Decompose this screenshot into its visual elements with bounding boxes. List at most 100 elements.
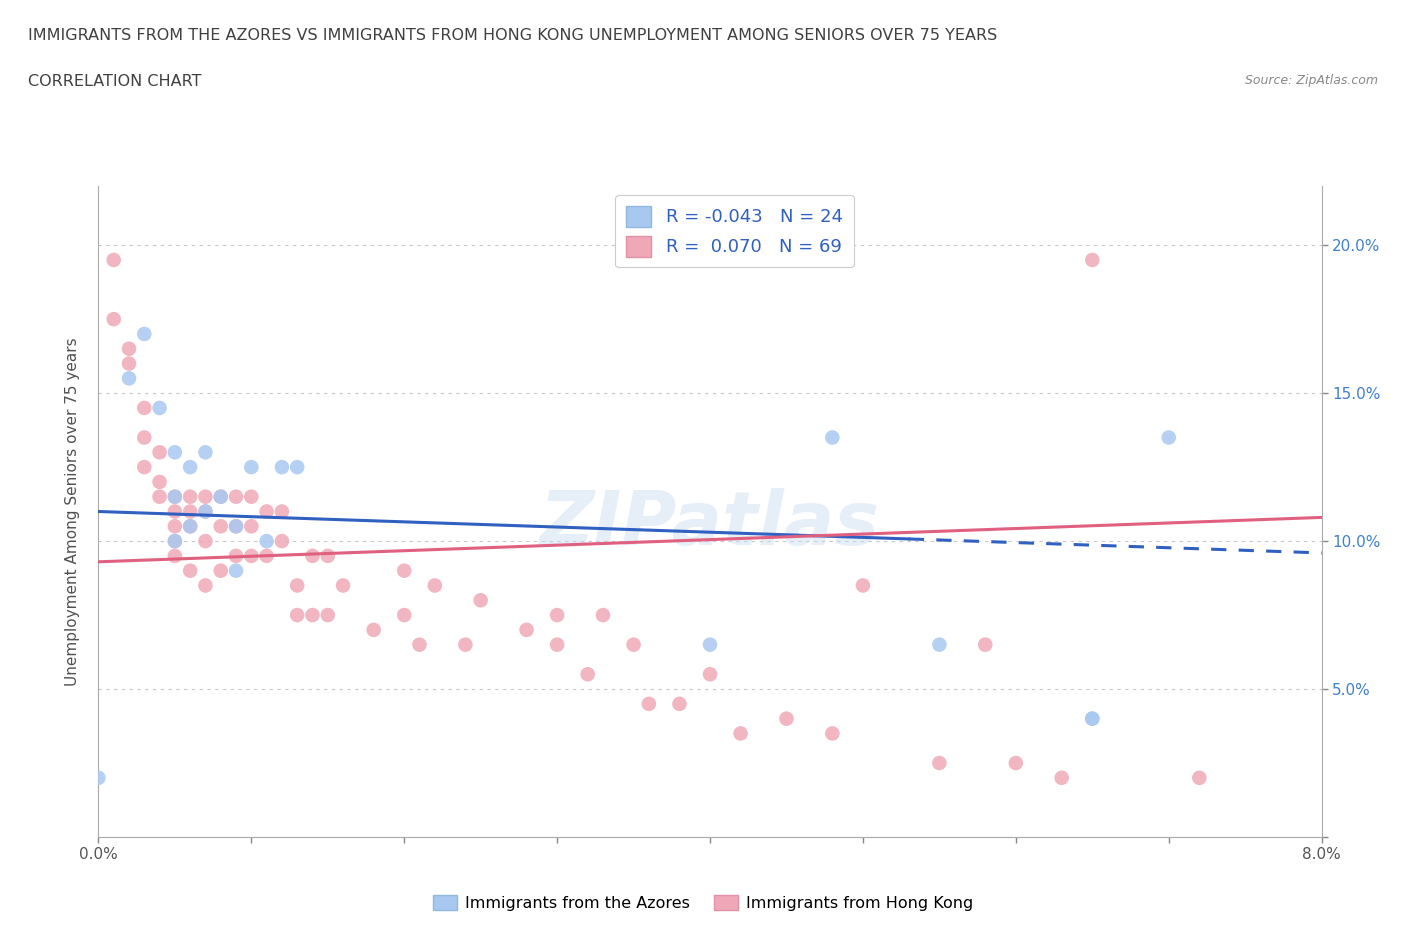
Text: CORRELATION CHART: CORRELATION CHART	[28, 74, 201, 89]
Point	[134, 430, 156, 445]
Point	[163, 489, 186, 504]
Point	[852, 578, 875, 593]
Point	[1050, 770, 1073, 785]
Point	[209, 519, 232, 534]
Point	[134, 459, 156, 474]
Point	[179, 489, 201, 504]
Point	[118, 341, 141, 356]
Point	[118, 356, 141, 371]
Point	[301, 607, 323, 622]
Point	[149, 489, 172, 504]
Point	[546, 637, 568, 652]
Point	[1081, 253, 1104, 268]
Point	[149, 445, 172, 459]
Point	[225, 519, 247, 534]
Point	[270, 504, 294, 519]
Point	[87, 770, 110, 785]
Point	[194, 489, 217, 504]
Point	[423, 578, 446, 593]
Point	[730, 726, 752, 741]
Point	[209, 564, 232, 578]
Point	[103, 312, 125, 326]
Point	[163, 489, 186, 504]
Point	[163, 504, 186, 519]
Point	[179, 504, 201, 519]
Point	[256, 549, 278, 564]
Point	[256, 534, 278, 549]
Point	[179, 519, 201, 534]
Point	[928, 755, 950, 770]
Point	[209, 489, 232, 504]
Point	[240, 489, 263, 504]
Point	[316, 549, 339, 564]
Point	[699, 637, 721, 652]
Point	[285, 459, 308, 474]
Point	[194, 534, 217, 549]
Point	[134, 401, 156, 416]
Point	[332, 578, 354, 593]
Point	[240, 459, 263, 474]
Text: IMMIGRANTS FROM THE AZORES VS IMMIGRANTS FROM HONG KONG UNEMPLOYMENT AMONG SENIO: IMMIGRANTS FROM THE AZORES VS IMMIGRANTS…	[28, 28, 997, 43]
Point	[301, 549, 323, 564]
Point	[179, 459, 201, 474]
Point	[163, 534, 186, 549]
Point	[240, 519, 263, 534]
Point	[821, 726, 844, 741]
Point	[194, 504, 217, 519]
Point	[179, 564, 201, 578]
Point	[928, 637, 950, 652]
Point	[194, 445, 217, 459]
Point	[454, 637, 477, 652]
Point	[225, 489, 247, 504]
Point	[623, 637, 645, 652]
Point	[149, 401, 172, 416]
Point	[225, 564, 247, 578]
Point	[149, 474, 172, 489]
Point	[392, 607, 416, 622]
Point	[163, 549, 186, 564]
Point	[256, 504, 278, 519]
Point	[516, 622, 538, 637]
Point	[316, 607, 339, 622]
Point	[699, 667, 721, 682]
Point	[546, 607, 568, 622]
Legend: Immigrants from the Azores, Immigrants from Hong Kong: Immigrants from the Azores, Immigrants f…	[426, 889, 980, 917]
Point	[240, 549, 263, 564]
Y-axis label: Unemployment Among Seniors over 75 years: Unemployment Among Seniors over 75 years	[65, 338, 80, 685]
Point	[163, 519, 186, 534]
Point	[363, 622, 385, 637]
Point	[194, 578, 217, 593]
Point	[270, 459, 294, 474]
Point	[134, 326, 156, 341]
Point	[285, 607, 308, 622]
Point	[408, 637, 430, 652]
Legend: R = -0.043   N = 24, R =  0.070   N = 69: R = -0.043 N = 24, R = 0.070 N = 69	[616, 195, 853, 268]
Point	[103, 253, 125, 268]
Point	[1081, 711, 1104, 726]
Text: Source: ZipAtlas.com: Source: ZipAtlas.com	[1244, 74, 1378, 87]
Point	[163, 445, 186, 459]
Point	[118, 371, 141, 386]
Point	[1004, 755, 1026, 770]
Point	[209, 489, 232, 504]
Point	[1081, 711, 1104, 726]
Point	[974, 637, 997, 652]
Text: ZIPatlas: ZIPatlas	[540, 488, 880, 561]
Point	[1157, 430, 1180, 445]
Point	[668, 697, 690, 711]
Point	[821, 430, 844, 445]
Point	[163, 534, 186, 549]
Point	[225, 549, 247, 564]
Point	[775, 711, 797, 726]
Point	[1188, 770, 1211, 785]
Point	[225, 519, 247, 534]
Point	[637, 697, 661, 711]
Point	[592, 607, 614, 622]
Point	[576, 667, 599, 682]
Point	[470, 592, 492, 607]
Point	[270, 534, 294, 549]
Point	[179, 519, 201, 534]
Point	[392, 564, 416, 578]
Point	[194, 504, 217, 519]
Point	[285, 578, 308, 593]
